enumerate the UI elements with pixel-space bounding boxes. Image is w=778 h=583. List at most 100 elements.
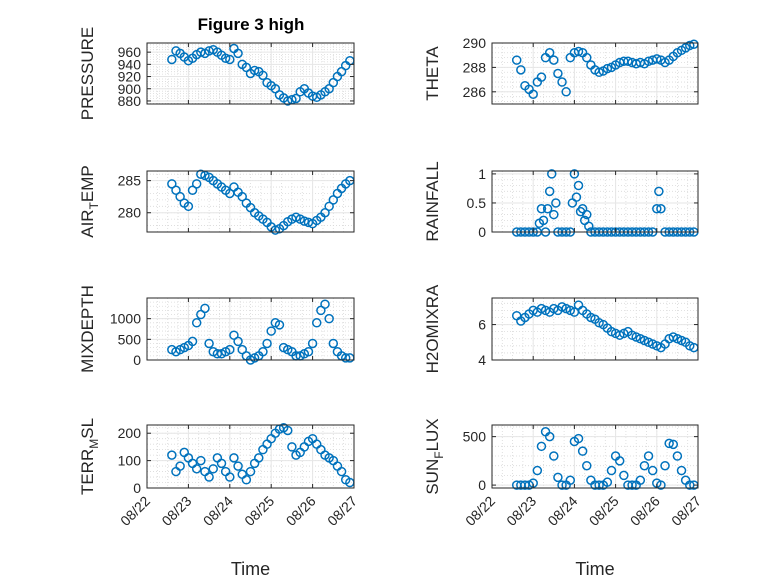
y-tick-label: 285	[118, 173, 142, 189]
y-tick-label: 0	[133, 480, 141, 496]
data-point	[287, 442, 297, 452]
y-tick-label: 280	[118, 205, 142, 221]
data-point	[627, 480, 637, 490]
data-point	[536, 72, 547, 82]
y-tick-label: 0.5	[467, 195, 487, 211]
data-point	[528, 89, 538, 99]
y-tick-label: 100	[118, 453, 142, 469]
data-point	[676, 465, 687, 476]
data-point	[594, 67, 604, 78]
data-point	[175, 191, 185, 202]
data-point	[340, 353, 351, 363]
data-point	[606, 465, 617, 476]
data-point	[565, 475, 576, 485]
y-axis-label: H2OMIXRA	[423, 284, 442, 373]
data-point	[532, 465, 543, 476]
data-point	[549, 451, 559, 461]
data-point	[311, 318, 322, 328]
data-point	[584, 221, 594, 231]
y-axis-label: PRESSURE	[78, 27, 97, 121]
data-point	[191, 464, 202, 474]
x-axis-label: Time	[575, 559, 614, 579]
data-point	[685, 40, 695, 51]
subplot-mixdepth: 0 500 1000 MIXDEPTH	[78, 285, 355, 373]
data-point	[167, 179, 177, 189]
axes-frame	[146, 42, 355, 105]
y-tick-label: 880	[118, 93, 142, 109]
data-point	[571, 192, 582, 202]
data-point	[208, 464, 218, 474]
axes-frame	[146, 297, 355, 361]
data-point	[511, 55, 522, 65]
y-tick-label: 200	[118, 425, 142, 441]
data-point	[664, 438, 674, 449]
data-point	[544, 186, 555, 197]
data-point	[573, 433, 584, 444]
data-point	[229, 453, 239, 463]
data-point	[237, 191, 247, 202]
data-point	[594, 480, 604, 490]
data-point	[196, 169, 206, 179]
y-tick-label: 500	[118, 331, 142, 347]
data-point	[233, 461, 243, 471]
data-point	[262, 338, 272, 349]
y-tick-label: 290	[463, 35, 487, 51]
data-point	[200, 303, 210, 314]
data-point	[573, 46, 584, 57]
data-point	[573, 180, 584, 191]
axes-frame	[146, 170, 355, 233]
data-point	[577, 446, 588, 456]
data-point	[187, 336, 198, 347]
data-point	[225, 472, 235, 482]
data-point	[544, 431, 555, 442]
data-point	[623, 56, 633, 67]
data-point	[299, 216, 310, 226]
data-point	[557, 480, 567, 490]
data-point	[320, 207, 330, 218]
y-tick-label: 0	[478, 477, 486, 493]
data-point	[204, 472, 214, 482]
data-point	[643, 56, 654, 67]
data-point	[551, 198, 561, 208]
data-point	[660, 460, 670, 471]
data-point	[191, 318, 202, 328]
y-tick-label: 1	[478, 166, 486, 182]
data-point	[233, 48, 243, 59]
plot-area	[492, 425, 698, 488]
data-point	[549, 209, 559, 220]
y-tick-label: 920	[118, 69, 142, 85]
data-point	[643, 451, 654, 461]
x-axis-label: Time	[231, 559, 270, 579]
subplot-air-temp: 280 285 AIRTEMP	[78, 165, 355, 238]
data-point	[546, 169, 557, 179]
data-point	[614, 456, 625, 466]
data-point	[225, 344, 235, 355]
y-tick-label: 940	[118, 56, 142, 72]
data-point	[291, 93, 301, 104]
data-point	[582, 52, 592, 63]
data-point	[283, 425, 293, 436]
data-point	[328, 338, 339, 349]
data-point	[656, 204, 666, 214]
data-point	[538, 215, 549, 226]
axes-frame	[491, 170, 699, 233]
data-point	[672, 451, 683, 461]
data-point	[619, 470, 629, 481]
data-point	[307, 338, 318, 349]
y-axis-label: SUNFLUX	[423, 418, 446, 494]
data-point	[654, 186, 664, 197]
data-point	[233, 336, 243, 347]
data-point	[544, 48, 555, 58]
data-point	[249, 65, 260, 76]
data-point	[274, 320, 285, 330]
data-point	[516, 65, 526, 75]
axes-frame	[146, 424, 355, 489]
data-point	[602, 63, 613, 74]
data-point	[183, 201, 194, 212]
data-point	[652, 204, 662, 214]
data-point	[536, 204, 547, 214]
data-point	[328, 195, 339, 205]
data-point	[324, 313, 334, 324]
subplot-rainfall: 0 0.5 1 RAINFALL	[423, 161, 699, 242]
